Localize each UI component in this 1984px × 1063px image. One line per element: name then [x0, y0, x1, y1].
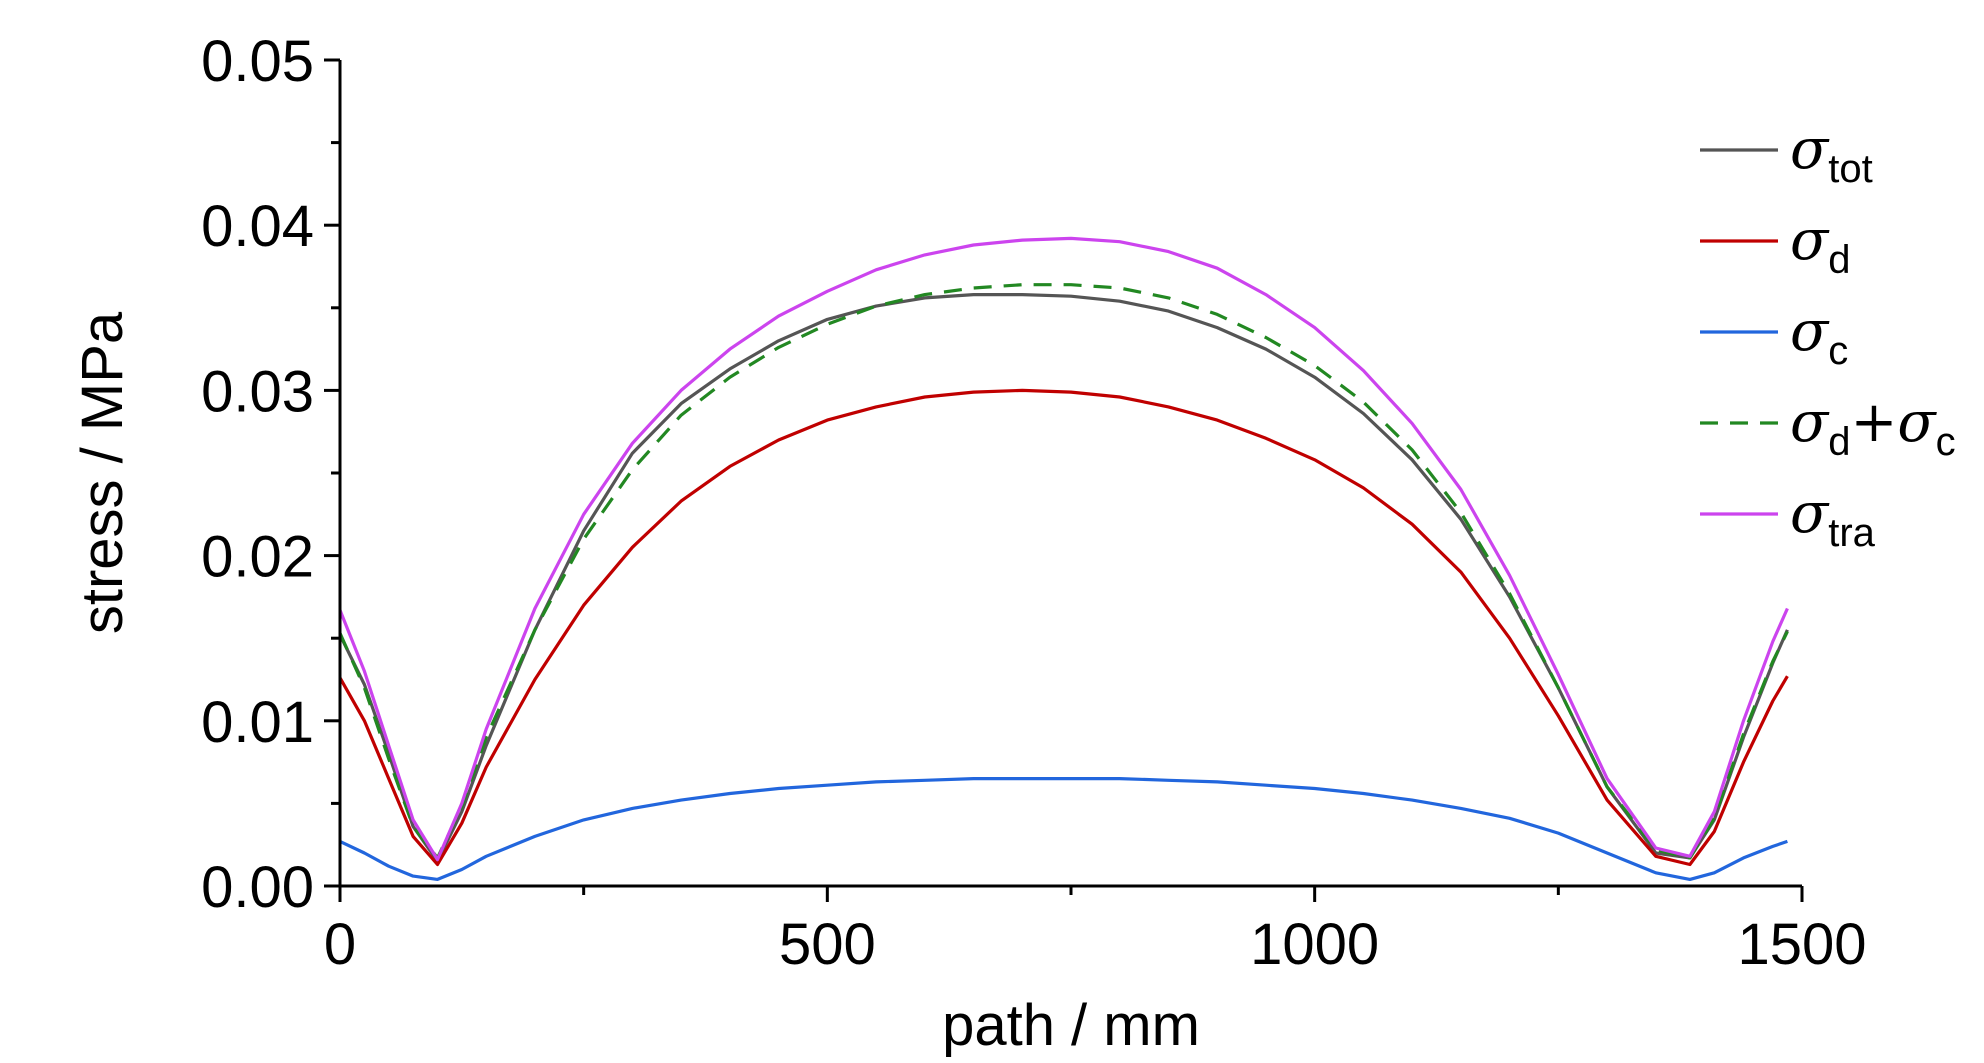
legend-label: σtot: [1790, 117, 1873, 191]
x-tick-label: 0: [324, 912, 356, 977]
x-tick-label: 500: [779, 912, 876, 977]
legend: σtot σd σc σd+σc σtra: [1700, 117, 1956, 555]
series-line-d: [338, 388, 1789, 867]
y-tick-label: 0.02: [201, 525, 314, 590]
x-tick-label: 1500: [1737, 912, 1866, 977]
legend-label: σd: [1790, 208, 1850, 282]
series-layer: [338, 236, 1789, 881]
legend-label: σd+σc: [1790, 390, 1956, 464]
y-tick-label: 0.00: [201, 855, 314, 920]
series-line-tra: [338, 236, 1789, 862]
axes-layer: [338, 60, 1802, 888]
series-line-c: [339, 777, 1788, 881]
y-tick-label: 0.05: [201, 29, 314, 94]
y-tick-label: 0.03: [201, 359, 314, 424]
series-line-d-sum: [338, 283, 1789, 860]
legend-label: σtra: [1790, 481, 1876, 555]
legend-label: σc: [1790, 299, 1848, 373]
y-axis-title: stress / MPa: [70, 311, 135, 634]
x-axis-title: path / mm: [942, 993, 1200, 1058]
x-tick-label: 1000: [1250, 912, 1379, 977]
y-tick-label: 0.01: [201, 690, 314, 755]
series-line-tot: [338, 293, 1789, 863]
y-tick-label: 0.04: [201, 194, 314, 259]
tick-layer: 0.00 0.01 0.02 0.03 0.04 0.05 0 500 1000 1500: [201, 29, 1866, 977]
